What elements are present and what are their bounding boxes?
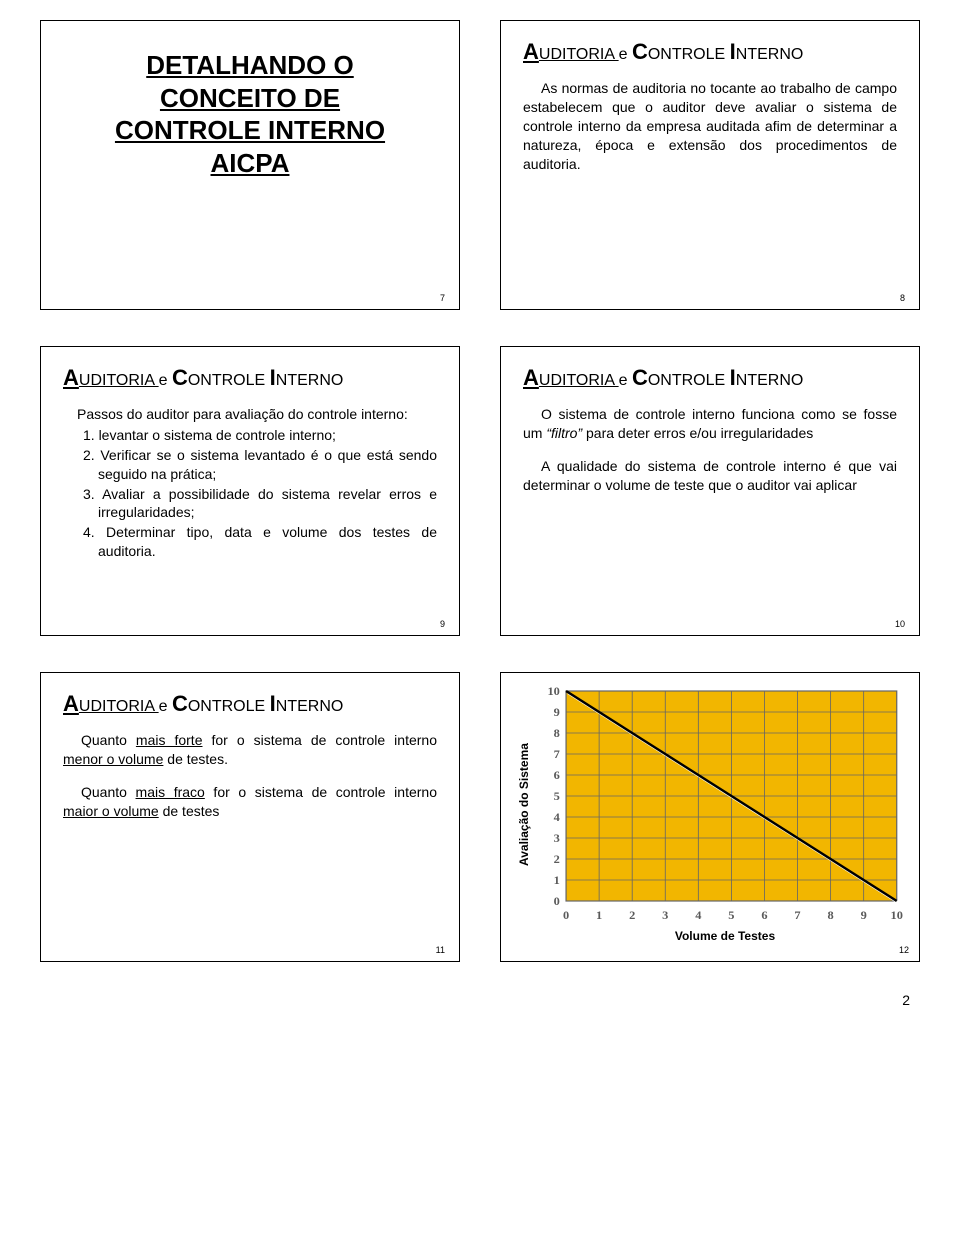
svg-text:5: 5 [728, 908, 734, 922]
list-intro: Passos do auditor para avaliação do cont… [63, 405, 437, 424]
slide-8: AUDITORIA e CONTROLE INTERNO As normas d… [500, 20, 920, 310]
chart-container: Avaliação do Sistema 0 1 2 3 4 5 6 7 8 9 10 0 1 2 3 4 5 6… [515, 685, 905, 925]
slide-12: Avaliação do Sistema 0123456789100123456… [500, 672, 920, 962]
svg-text:0: 0 [563, 908, 569, 922]
list-item: 4. Determinar tipo, data e volume dos te… [98, 523, 437, 561]
svg-text:8: 8 [554, 726, 560, 740]
svg-text:0: 0 [554, 894, 560, 908]
slide-number: 7 [440, 293, 445, 303]
chart-y-axis-label: Avaliação do Sistema [515, 685, 533, 925]
svg-text:6: 6 [761, 908, 767, 922]
list-item: 2. Verificar se o sistema levantado é o … [98, 446, 437, 484]
svg-text:1: 1 [596, 908, 602, 922]
svg-text:10: 10 [891, 908, 903, 922]
list-item: 3. Avaliar a possibilidade do sistema re… [98, 485, 437, 523]
slide-number: 11 [436, 945, 445, 955]
slide-heading: AUDITORIA e CONTROLE INTERNO [523, 39, 897, 65]
svg-text:2: 2 [629, 908, 635, 922]
page-number: 2 [40, 992, 920, 1008]
svg-text:2: 2 [554, 852, 560, 866]
svg-text:6: 6 [554, 768, 560, 782]
slide-7-title: DETALHANDO O CONCEITO DE CONTROLE INTERN… [115, 49, 385, 179]
svg-text:3: 3 [662, 908, 668, 922]
slide-heading: AUDITORIA e CONTROLE INTERNO [63, 691, 437, 717]
title-line-1: DETALHANDO O [146, 50, 354, 80]
title-line-3: CONTROLE INTERNO [115, 115, 385, 145]
svg-text:4: 4 [554, 810, 560, 824]
svg-text:7: 7 [554, 747, 560, 761]
svg-text:7: 7 [794, 908, 800, 922]
svg-text:4: 4 [695, 908, 701, 922]
slide-9: AUDITORIA e CONTROLE INTERNO Passos do a… [40, 346, 460, 636]
slide-10: AUDITORIA e CONTROLE INTERNO O sistema d… [500, 346, 920, 636]
slide-9-body: Passos do auditor para avaliação do cont… [63, 405, 437, 562]
slide-11: AUDITORIA e CONTROLE INTERNO Quanto mais… [40, 672, 460, 962]
slide-number: 8 [900, 293, 905, 303]
svg-text:8: 8 [828, 908, 834, 922]
slide-number: 9 [440, 619, 445, 629]
slide-number: 10 [895, 619, 905, 629]
slide-heading: AUDITORIA e CONTROLE INTERNO [63, 365, 437, 391]
title-line-4: AICPA [211, 148, 290, 178]
slide-10-body: O sistema de controle interno funciona c… [523, 405, 897, 509]
chart-x-axis-label: Volume de Testes [545, 929, 905, 943]
svg-text:9: 9 [554, 705, 560, 719]
chart-svg: 0 1 2 3 4 5 6 7 8 9 10 0 1 2 3 4 5 6 7 8 9 10 [533, 685, 905, 925]
title-line-2: CONCEITO DE [160, 83, 340, 113]
slide-7: DETALHANDO O CONCEITO DE CONTROLE INTERN… [40, 20, 460, 310]
slide-number: 12 [899, 945, 909, 955]
slide-8-body: As normas de auditoria no tocante ao tra… [523, 79, 897, 173]
svg-text:5: 5 [554, 789, 560, 803]
list-item: 1. levantar o sistema de controle intern… [98, 426, 437, 445]
slide-11-body: Quanto mais forte for o sistema de contr… [63, 731, 437, 835]
svg-text:9: 9 [861, 908, 867, 922]
slide-heading: AUDITORIA e CONTROLE INTERNO [523, 365, 897, 391]
svg-text:10: 10 [547, 685, 559, 698]
svg-text:1: 1 [554, 873, 560, 887]
svg-text:3: 3 [554, 831, 560, 845]
